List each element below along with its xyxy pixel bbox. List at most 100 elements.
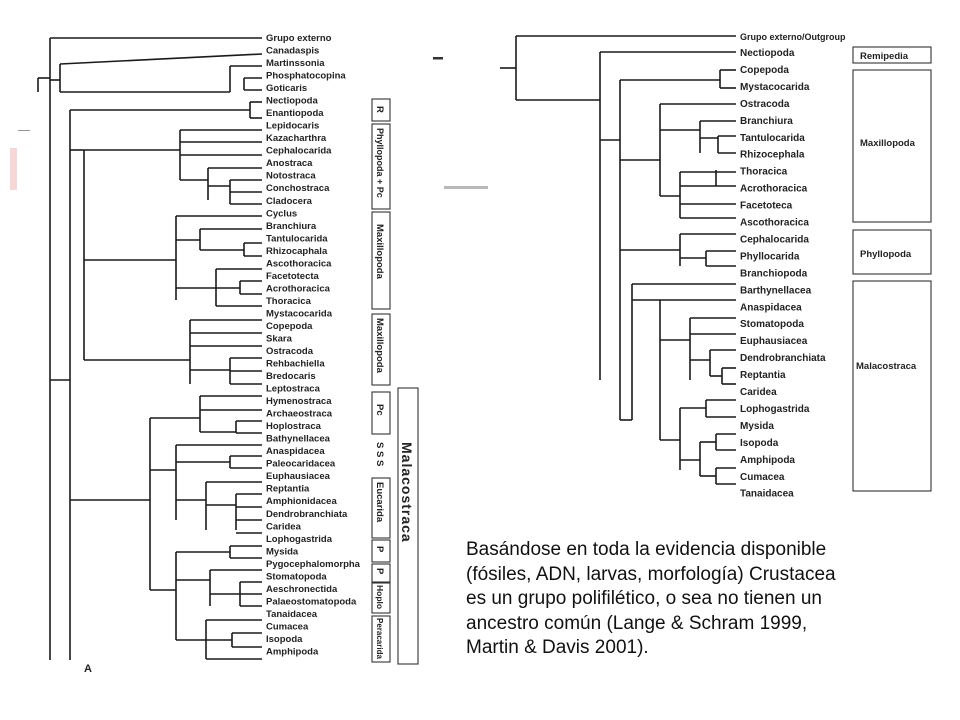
left-taxon-label: Dendrobranchiata: [266, 509, 348, 520]
left-taxon-label: Facetotecta: [266, 271, 320, 282]
group-box-p2: [371, 563, 391, 583]
left-taxon-label: Skara: [266, 333, 293, 344]
right-taxon-label: Tantulocarida: [740, 133, 805, 144]
left-taxon-label: Leptostraca: [266, 384, 321, 395]
left-taxon-label: Mystacocarida: [266, 308, 333, 319]
left-taxon-label: Copepoda: [266, 321, 313, 332]
group-label-maxillopoda-2: Maxillopoda: [374, 318, 385, 374]
right-taxon-label: Acrothoracica: [740, 184, 808, 195]
left-taxon-label: Reptantia: [266, 484, 310, 495]
left-taxon-label: Amphionidacea: [266, 496, 337, 507]
left-taxon-label: Cephalocarida: [266, 146, 332, 157]
right-taxon-label: Reptantia: [740, 370, 786, 381]
left-taxon-label: Martinssonia: [266, 58, 325, 69]
group-label-sss: S S S: [374, 442, 385, 466]
left-taxon-label: Ostracoda: [266, 346, 314, 357]
left-taxon-label: Stomatopoda: [266, 571, 327, 582]
left-taxon-label: Paleocaridacea: [266, 459, 336, 470]
group-label-maxillopoda-1: Maxillopoda: [374, 224, 385, 280]
right-taxon-label: Lophogastrida: [740, 404, 810, 415]
left-taxon-label: Nectiopoda: [266, 96, 318, 107]
right-taxon-label: Ascothoracica: [740, 218, 809, 229]
left-taxon-label: Hymenostraca: [266, 396, 332, 407]
left-taxon-label: Conchostraca: [266, 183, 330, 194]
left-taxon-label: Bredocaris: [266, 371, 316, 382]
right-taxon-label: Nectiopoda: [740, 48, 795, 59]
group-label-hoplo: Hoplo: [375, 585, 385, 609]
group-label-eucarida: Eucarida: [374, 482, 385, 523]
right-taxon-label: Dendrobranchiata: [740, 353, 826, 364]
group-box-maxillopoda-2: [371, 313, 391, 386]
left-taxon-label: Tanaidacea: [266, 609, 318, 620]
right-taxon-label: Rhizocephala: [740, 150, 805, 161]
left-taxon-label: Goticaris: [266, 83, 307, 94]
panel-label-a: A: [84, 663, 92, 675]
group-box-hoplo: [371, 582, 391, 614]
left-taxon-label: Aeschronectida: [266, 584, 338, 595]
left-taxon-label: Pygocephalomorpha: [266, 559, 361, 570]
right-taxon-label: Mystacocarida: [740, 82, 810, 93]
group-box-eucarida: [371, 477, 391, 539]
left-taxon-label: Branchiura: [266, 221, 317, 232]
right-taxon-label: Isopoda: [740, 438, 779, 449]
group-label-p1: P: [374, 546, 385, 553]
left-taxon-label: Euphausiacea: [266, 471, 331, 482]
caption-line: ancestro común (Lange & Schram 1999,: [466, 612, 808, 634]
left-taxon-label: Enantiopoda: [266, 108, 324, 119]
right-taxon-label: Mysida: [740, 421, 774, 432]
group-box-phyllopoda: [371, 123, 391, 210]
left-taxon-label: Cladocera: [266, 196, 313, 207]
right-taxon-label: Caridea: [740, 387, 777, 398]
group-box-peracarida: [371, 615, 391, 663]
left-taxon-label: Lepidocaris: [266, 121, 319, 132]
right-taxon-label: Ostracoda: [740, 99, 790, 110]
left-taxon-label: Cyclus: [266, 208, 297, 219]
group-label-peracarida: Peracarida: [375, 618, 384, 659]
group-label-right-phyllopoda: Phyllopoda: [860, 249, 912, 260]
left-taxon-label: Bathynellacea: [266, 434, 331, 445]
right-taxon-label: Tanaidacea: [740, 489, 794, 500]
caption-line: es un grupo polifilético, o sea no tiene…: [466, 588, 822, 609]
left-group-labels: R Phyllopoda + Pc Maxillopoda Maxillopod…: [374, 106, 415, 659]
right-taxon-label: Branchiura: [740, 116, 793, 127]
group-box-p1: [371, 539, 391, 563]
group-box-pc: [371, 391, 391, 435]
right-taxon-label: Barthynellacea: [740, 285, 812, 296]
left-taxon-label: Cumacea: [266, 621, 309, 632]
caption-line: Martin & Davis 2001).: [466, 637, 649, 658]
left-taxon-label: Anaspidacea: [266, 446, 325, 457]
right-taxon-label: Amphipoda: [740, 455, 795, 466]
group-label-phyllopoda: Phyllopoda + Pc: [375, 128, 385, 198]
left-taxon-label: Canadaspis: [266, 46, 319, 57]
left-taxon-label: Phosphatocopina: [266, 71, 346, 82]
left-taxon-label: Thoracica: [266, 296, 312, 307]
left-taxon-label: Grupo externo: [266, 33, 332, 44]
group-box-malacostraca: [397, 387, 419, 665]
left-taxon-label: Anostraca: [266, 158, 313, 169]
right-taxon-label: Facetoteca: [740, 201, 793, 212]
right-taxon-label: Grupo externo/Outgroup: [740, 32, 846, 42]
right-taxon-label: Anaspidacea: [740, 302, 802, 313]
group-label-malacostraca: Malacostraca: [399, 442, 415, 543]
right-taxon-label: Cephalocarida: [740, 234, 809, 245]
right-taxon-label: Euphausiacea: [740, 336, 808, 347]
right-taxon-label: Copepoda: [740, 65, 789, 76]
right-taxon-label: Phyllocarida: [740, 251, 800, 262]
left-taxon-label: Lophogastrida: [266, 534, 333, 545]
scan-mark-pink: [10, 148, 17, 190]
group-box-r: [371, 98, 391, 122]
left-taxon-label: Archaeostraca: [266, 409, 333, 420]
scan-mark-small: [18, 130, 30, 131]
group-box-maxillopoda-1: [371, 211, 391, 310]
left-taxon-label: Acrothoracica: [266, 283, 331, 294]
left-taxon-label: Caridea: [266, 521, 302, 532]
group-label-pc: Pc: [374, 404, 385, 416]
left-taxon-label: Amphipoda: [266, 646, 319, 657]
left-tree: [37, 37, 263, 660]
right-taxon-label: Cumacea: [740, 472, 785, 483]
caption: Basándose en toda la evidencia disponibl…: [466, 538, 936, 661]
left-taxon-label: Isopoda: [266, 634, 303, 645]
left-taxon-label: Palaeostomatopoda: [266, 596, 357, 607]
group-label-p2: P: [374, 568, 385, 575]
